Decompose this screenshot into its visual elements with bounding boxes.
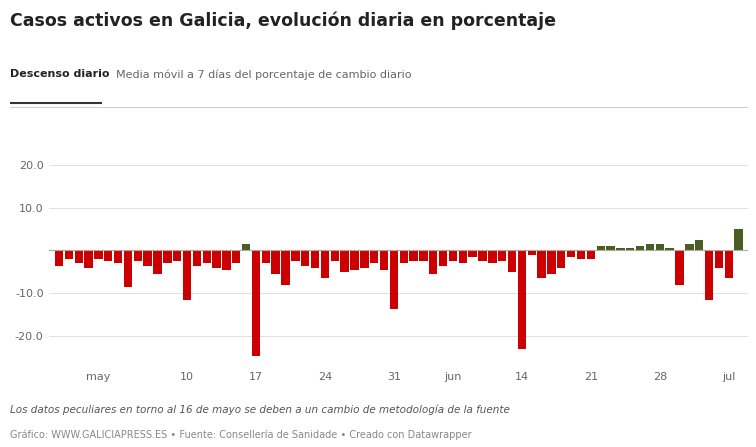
Bar bbox=[262, 250, 270, 263]
Bar bbox=[389, 250, 398, 308]
Bar bbox=[705, 250, 713, 300]
Bar bbox=[567, 250, 575, 257]
Bar bbox=[410, 250, 418, 261]
Bar bbox=[469, 250, 477, 257]
Bar bbox=[655, 244, 664, 250]
Bar bbox=[685, 244, 693, 250]
Bar bbox=[547, 250, 556, 274]
Bar bbox=[124, 250, 132, 287]
Bar bbox=[370, 250, 378, 263]
Bar bbox=[222, 250, 231, 270]
Bar bbox=[528, 250, 536, 255]
Bar bbox=[183, 250, 191, 300]
Bar bbox=[232, 250, 240, 263]
Bar bbox=[734, 229, 743, 250]
Bar bbox=[724, 250, 733, 278]
Bar bbox=[281, 250, 290, 285]
Bar bbox=[488, 250, 497, 263]
Bar bbox=[163, 250, 172, 263]
Bar bbox=[508, 250, 516, 272]
Bar bbox=[587, 250, 595, 259]
Bar bbox=[714, 250, 723, 268]
Bar bbox=[399, 250, 408, 263]
Bar bbox=[94, 250, 103, 259]
Bar bbox=[479, 250, 487, 261]
Bar bbox=[420, 250, 428, 261]
Bar bbox=[606, 246, 615, 250]
Bar bbox=[252, 250, 260, 356]
Bar bbox=[518, 250, 526, 350]
Bar bbox=[134, 250, 142, 261]
Bar bbox=[577, 250, 585, 259]
Bar bbox=[144, 250, 152, 266]
Bar bbox=[449, 250, 457, 261]
Bar bbox=[439, 250, 448, 266]
Bar bbox=[271, 250, 280, 274]
Bar bbox=[301, 250, 309, 266]
Bar bbox=[429, 250, 438, 274]
Bar bbox=[675, 250, 683, 285]
Bar bbox=[636, 246, 644, 250]
Text: Los datos peculiares en torno al 16 de mayo se deben a un cambio de metodología : Los datos peculiares en torno al 16 de m… bbox=[10, 405, 510, 415]
Bar bbox=[538, 250, 546, 278]
Bar bbox=[330, 250, 339, 261]
Bar bbox=[173, 250, 181, 261]
Bar bbox=[665, 249, 674, 250]
Bar bbox=[626, 249, 634, 250]
Text: Gráfico: WWW.GALICIAPRESS.ES • Fuente: Consellería de Sanidade • Creado con Data: Gráfico: WWW.GALICIAPRESS.ES • Fuente: C… bbox=[10, 429, 472, 439]
Bar bbox=[596, 246, 605, 250]
Bar bbox=[193, 250, 201, 266]
Bar bbox=[695, 240, 703, 250]
Bar bbox=[557, 250, 565, 268]
Bar bbox=[340, 250, 349, 272]
Bar bbox=[380, 250, 388, 270]
Bar bbox=[114, 250, 122, 263]
Bar bbox=[104, 250, 113, 261]
Bar bbox=[85, 250, 93, 268]
Bar bbox=[360, 250, 368, 268]
Bar bbox=[291, 250, 299, 261]
Text: Media móvil a 7 días del porcentaje de cambio diario: Media móvil a 7 días del porcentaje de c… bbox=[116, 69, 411, 80]
Bar bbox=[75, 250, 83, 263]
Bar bbox=[616, 249, 624, 250]
Bar bbox=[65, 250, 73, 259]
Bar bbox=[212, 250, 221, 268]
Bar bbox=[242, 244, 250, 250]
Bar bbox=[321, 250, 329, 278]
Text: Casos activos en Galicia, evolución diaria en porcentaje: Casos activos en Galicia, evolución diar… bbox=[10, 11, 556, 30]
Text: Descenso diario: Descenso diario bbox=[10, 69, 110, 79]
Bar bbox=[498, 250, 507, 261]
Bar bbox=[350, 250, 358, 270]
Bar bbox=[54, 250, 64, 266]
Bar bbox=[646, 244, 654, 250]
Bar bbox=[153, 250, 162, 274]
Bar bbox=[311, 250, 319, 268]
Bar bbox=[203, 250, 211, 263]
Bar bbox=[459, 250, 467, 263]
